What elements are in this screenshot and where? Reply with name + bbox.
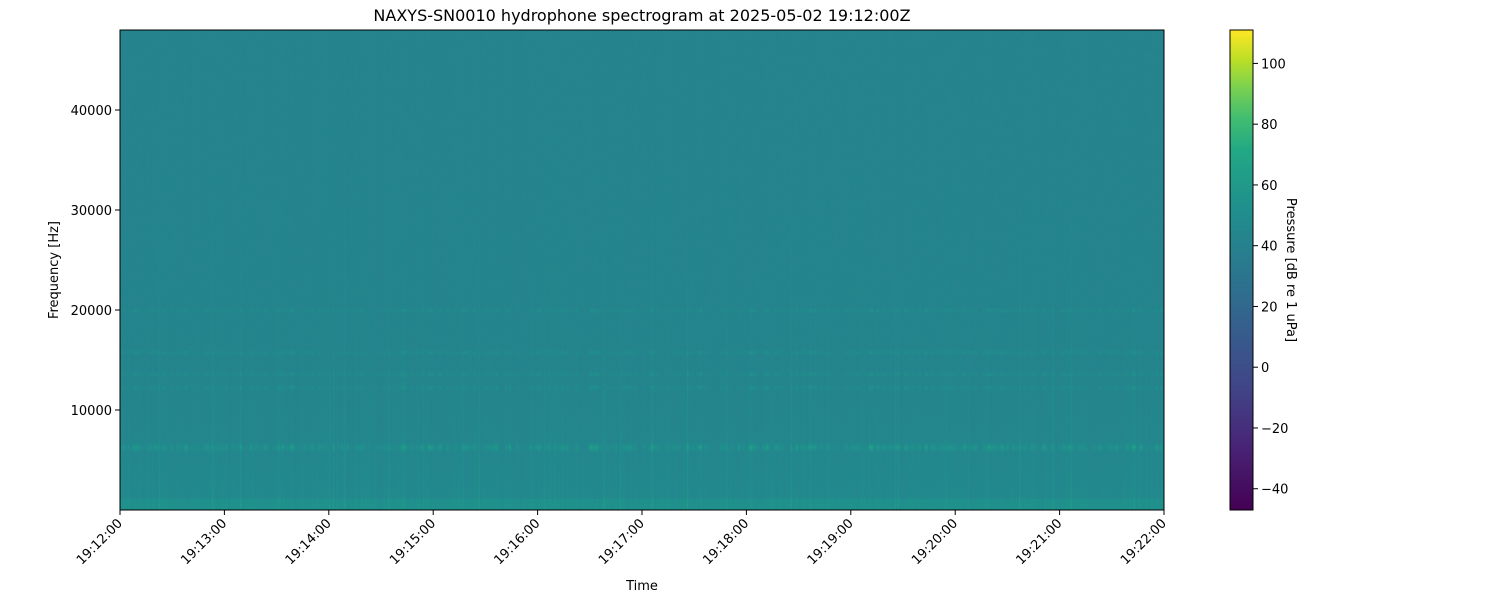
y-tick-label: 40000 [71,104,112,119]
x-tick-label: 19:22:00 [1118,516,1170,568]
colorbar-tick-label: −20 [1261,422,1288,437]
x-axis-label: Time [625,579,658,594]
chart-title: NAXYS-SN0010 hydrophone spectrogram at 2… [373,6,911,25]
x-tick-label: 19:21:00 [1014,516,1066,568]
colorbar-label: Pressure [dB re 1 uPa] [1283,198,1298,342]
x-tick-label: 19:20:00 [909,516,961,568]
colorbar-tick-label: 100 [1261,57,1286,72]
x-tick-label: 19:18:00 [700,516,752,568]
x-tick-label: 19:19:00 [805,516,857,568]
x-tick-label: 19:16:00 [492,516,544,568]
y-axis-label: Frequency [Hz] [47,221,62,319]
colorbar-tick-label: 40 [1261,240,1278,255]
colorbar [1230,30,1253,510]
x-tick-label: 19:17:00 [596,516,648,568]
colorbar-tick-label: 20 [1261,300,1278,315]
x-tick-label: 19:12:00 [74,516,126,568]
spectrogram-image [120,30,1164,510]
colorbar-tick-label: 80 [1261,118,1278,133]
x-tick-label: 19:15:00 [387,516,439,568]
x-tick-label: 19:14:00 [283,516,335,568]
colorbar-tick-label: 0 [1261,361,1269,376]
plot-frame [119,29,1165,511]
colorbar-frame [1229,29,1254,511]
y-tick-label: 10000 [71,404,112,419]
colorbar-tick-label: 60 [1261,179,1278,194]
colorbar-tick-label: −40 [1261,483,1288,498]
y-tick-label: 30000 [71,204,112,219]
x-tick-label: 19:13:00 [178,516,230,568]
y-tick-label: 20000 [71,304,112,319]
